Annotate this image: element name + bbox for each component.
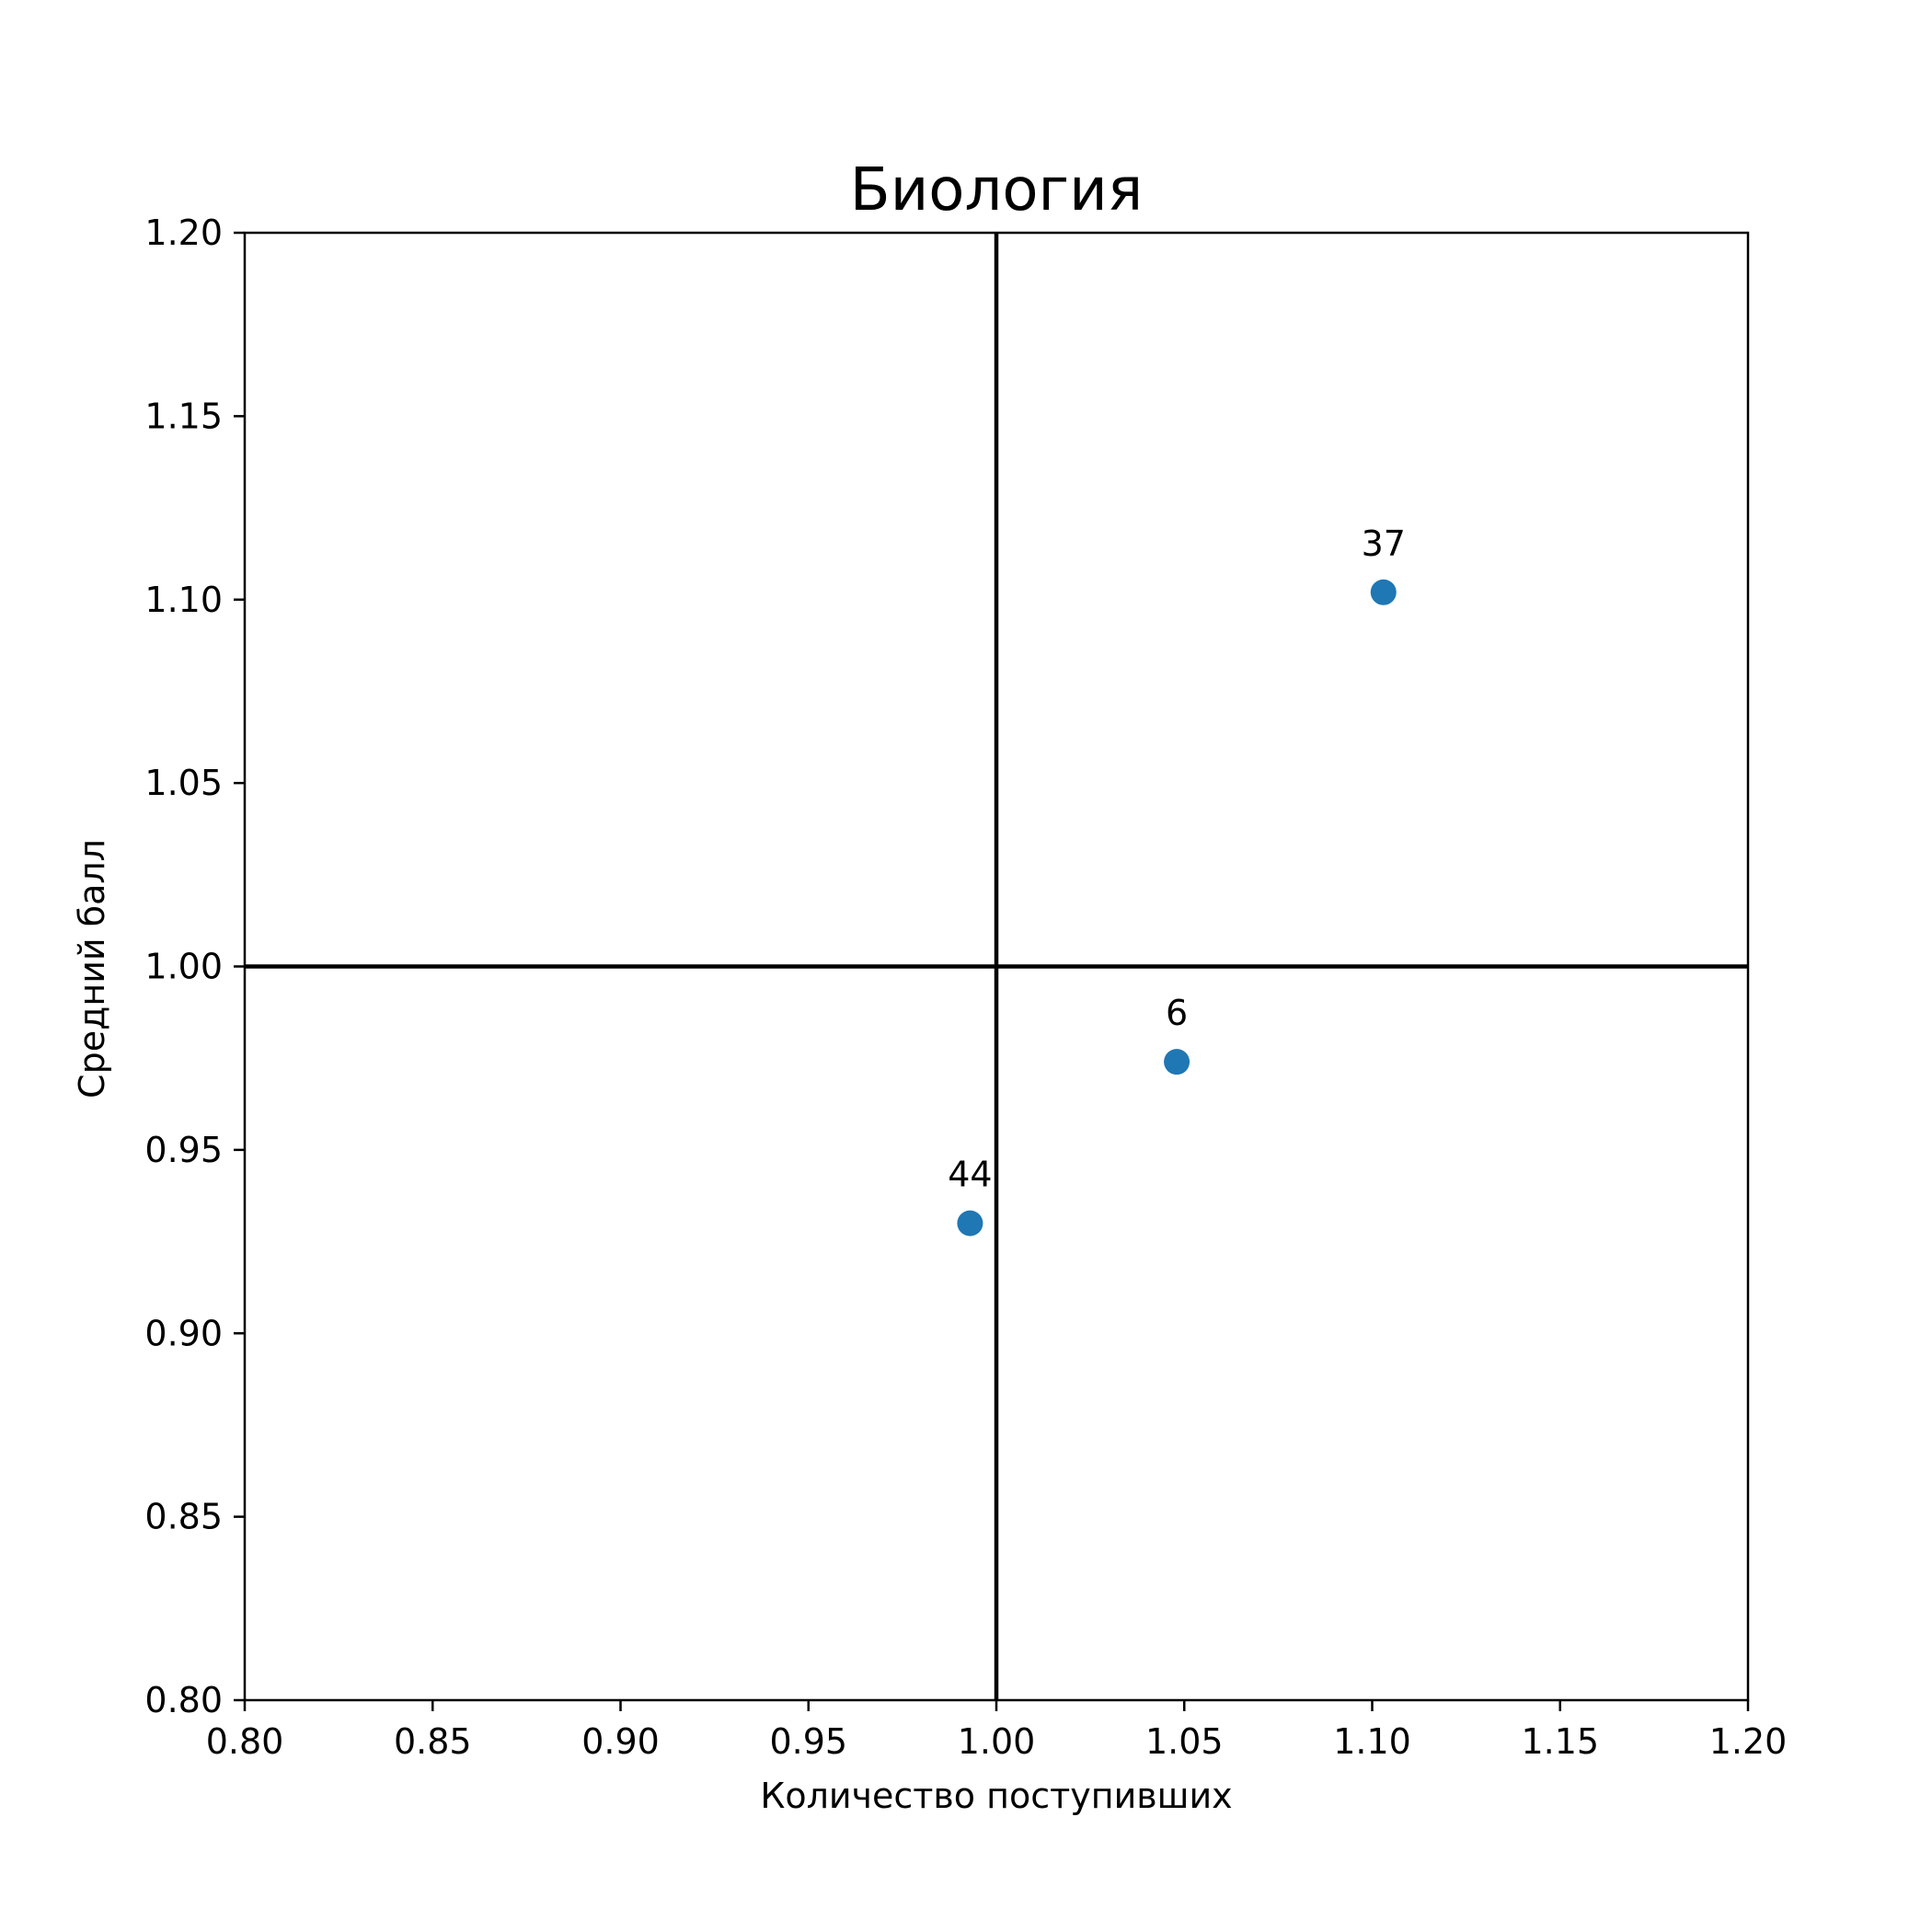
x-tick-label: 0.80 xyxy=(206,1721,284,1762)
scatter-point xyxy=(957,1210,983,1236)
point-label: 37 xyxy=(1362,523,1406,564)
x-tick-label: 0.95 xyxy=(769,1721,847,1762)
x-tick-label: 1.15 xyxy=(1521,1721,1599,1762)
scatter-point xyxy=(1164,1049,1190,1075)
y-tick-label: 1.05 xyxy=(144,763,223,803)
point-label: 44 xyxy=(948,1155,992,1195)
y-tick-label: 1.20 xyxy=(144,213,223,253)
x-tick-label: 1.10 xyxy=(1333,1721,1411,1762)
x-tick-label: 1.00 xyxy=(958,1721,1036,1762)
x-tick-label: 1.20 xyxy=(1709,1721,1788,1762)
y-axis-label: Средний балл xyxy=(72,839,112,1098)
x-tick-label: 0.85 xyxy=(394,1721,472,1762)
y-axis-ticks: 0.80 0.85 0.90 0.95 1.00 1.05 1.10 1.15 1.20 xyxy=(144,213,245,1720)
reference-lines xyxy=(245,233,1748,1700)
scatter-point xyxy=(1370,579,1397,605)
x-axis-ticks: 0.80 0.85 0.90 0.95 1.00 1.05 1.10 1.15 1.20 xyxy=(206,1700,1788,1762)
plot-frame xyxy=(243,231,1750,1702)
scatter-points: 37 6 44 xyxy=(948,523,1406,1236)
y-tick-label: 0.80 xyxy=(144,1680,223,1720)
y-tick-label: 0.85 xyxy=(144,1497,223,1537)
point-label: 6 xyxy=(1166,993,1188,1033)
y-tick-label: 1.00 xyxy=(144,947,223,987)
x-axis-label: Количество поступивших xyxy=(760,1776,1232,1816)
x-tick-label: 0.90 xyxy=(581,1721,660,1762)
y-tick-label: 0.95 xyxy=(144,1130,223,1170)
chart-title: Биология xyxy=(850,156,1143,224)
y-tick-label: 1.15 xyxy=(144,396,223,436)
y-tick-label: 0.90 xyxy=(144,1313,223,1353)
y-tick-label: 1.10 xyxy=(144,580,223,620)
x-tick-label: 1.05 xyxy=(1145,1721,1224,1762)
